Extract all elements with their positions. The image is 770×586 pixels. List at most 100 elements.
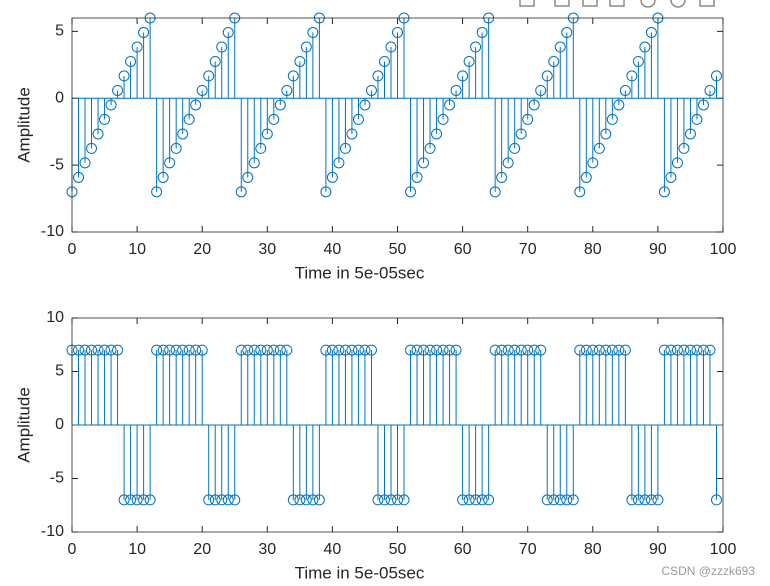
x-tick-label: 80	[584, 541, 602, 558]
x-tick-label: 10	[128, 241, 146, 258]
stem-marker	[535, 344, 547, 356]
stem-marker	[632, 494, 644, 506]
stem-marker	[613, 99, 625, 111]
stem-marker	[405, 186, 417, 198]
stem-marker	[411, 344, 423, 356]
y-tick-label: 0	[55, 89, 64, 106]
stem-marker	[684, 344, 696, 356]
stem-marker	[554, 494, 566, 506]
axes: 0 10 20 30 40 50 60 70 80 90 100 -10 -5 0 5 10 Time in 5…	[14, 309, 736, 582]
stem-marker	[209, 494, 221, 506]
stem-marker	[183, 344, 195, 356]
stem-marker	[606, 113, 618, 125]
x-tick-label: 40	[324, 241, 342, 258]
x-tick-label: 20	[193, 241, 211, 258]
stem-marker	[437, 344, 449, 356]
toolbar-icon[interactable]	[670, 0, 686, 8]
stem-marker	[79, 344, 91, 356]
stem-marker	[333, 344, 345, 356]
x-axis-label: Time in 5e-05sec	[295, 263, 425, 282]
stem-marker	[138, 494, 150, 506]
x-tick-label: 90	[649, 541, 667, 558]
stem-marker	[515, 128, 527, 140]
stem-marker	[307, 26, 319, 38]
stem-marker	[372, 70, 384, 82]
stem-marker	[515, 344, 527, 356]
stem-marker	[418, 157, 430, 169]
stem-marker	[157, 171, 169, 183]
stem-marker	[196, 344, 208, 356]
stem-marker	[183, 113, 195, 125]
axes-box	[71, 317, 724, 533]
stem-marker	[457, 494, 469, 506]
stem-marker	[339, 344, 351, 356]
stem-marker	[476, 494, 488, 506]
stem-marker	[489, 344, 501, 356]
y-tick-label: -5	[50, 156, 64, 173]
stem-marker	[222, 494, 234, 506]
stem-marker	[99, 344, 111, 356]
stem-marker	[509, 344, 521, 356]
x-tick-label: 0	[68, 241, 77, 258]
stem-marker	[522, 113, 534, 125]
stem-marker	[665, 171, 677, 183]
stem-marker	[385, 41, 397, 53]
stem-marker	[652, 494, 664, 506]
stem-marker	[352, 344, 364, 356]
stem-marker	[300, 41, 312, 53]
stem-marker	[424, 344, 436, 356]
stem-marker	[209, 55, 221, 67]
toolbar-icon[interactable]	[519, 0, 535, 7]
toolbar-icon[interactable]	[640, 0, 656, 8]
stem-marker	[203, 494, 215, 506]
stem-marker	[697, 99, 709, 111]
stem-marker	[248, 157, 260, 169]
stem-marker	[704, 84, 716, 96]
x-tick-label: 60	[454, 241, 472, 258]
stem-marker	[255, 344, 267, 356]
stem-marker	[118, 494, 130, 506]
stem-marker	[392, 494, 403, 506]
stem-marker	[294, 494, 306, 506]
stem-marker	[105, 344, 117, 356]
stem-marker	[320, 186, 332, 198]
stem-marker	[346, 344, 358, 356]
stem-marker	[144, 494, 156, 506]
stem-marker	[157, 344, 169, 356]
toolbar-icon[interactable]	[582, 0, 598, 7]
x-tick-label: 90	[649, 241, 667, 258]
y-tick-label: 5	[55, 363, 64, 380]
stem-marker	[626, 494, 638, 506]
stem-marker	[619, 84, 631, 96]
stem-marker	[99, 113, 111, 125]
stem-marker	[170, 142, 182, 154]
stem-marker	[574, 186, 586, 198]
stem-marker	[151, 186, 163, 198]
stem-marker	[326, 171, 338, 183]
stem-marker	[229, 494, 241, 506]
x-tick-label: 100	[710, 241, 737, 258]
stem-marker	[151, 344, 163, 356]
stem-marker	[645, 26, 657, 38]
stem-marker	[177, 128, 189, 140]
stem-marker	[105, 99, 117, 111]
stem-marker	[684, 128, 696, 140]
stem-marker	[593, 142, 605, 154]
x-tick-label: 30	[258, 241, 276, 258]
stem-marker	[372, 494, 384, 506]
stem-marker	[541, 494, 553, 506]
toolbar-icon[interactable]	[609, 0, 625, 7]
toolbar-icon[interactable]	[554, 0, 570, 7]
x-tick-label: 0	[68, 541, 77, 558]
stem-marker	[307, 494, 319, 506]
stem-marker	[691, 344, 703, 356]
stem-marker	[444, 99, 456, 111]
x-tick-label: 20	[193, 541, 211, 558]
stem-marker	[86, 142, 98, 154]
toolbar-icon[interactable]	[699, 0, 715, 7]
x-axis-label: Time in 5e-05sec	[295, 563, 425, 582]
stem-marker	[287, 70, 299, 82]
stem-marker	[392, 26, 403, 38]
stem-marker	[326, 344, 338, 356]
stem-marker	[378, 494, 390, 506]
